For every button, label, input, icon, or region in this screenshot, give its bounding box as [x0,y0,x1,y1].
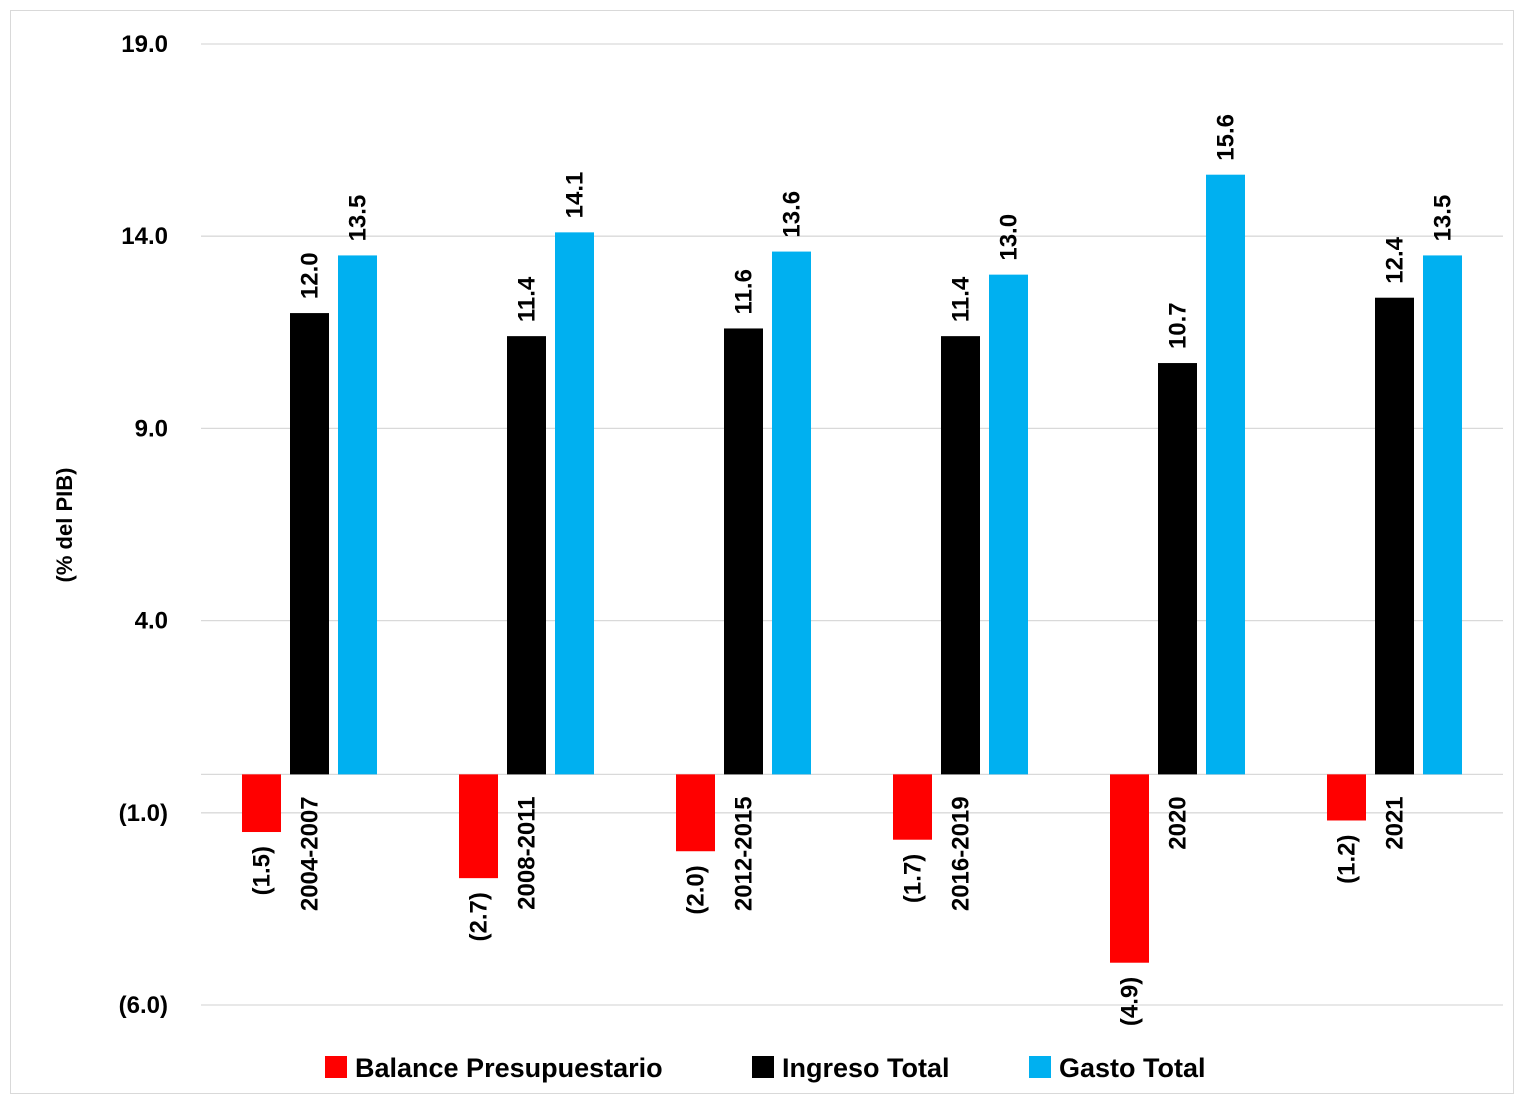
data-label: 11.4 [948,276,975,322]
legend-swatch [325,1056,347,1078]
data-label: 10.7 [1165,302,1192,349]
legend-label: Gasto Total [1059,1053,1206,1083]
data-label: 13.0 [996,214,1023,261]
data-label: 14.1 [562,172,589,219]
category-label: 2021 [1382,796,1409,849]
data-label: 13.5 [345,195,372,242]
gridlines [201,43,1503,1006]
bar [724,328,763,775]
bar [459,774,498,879]
bar [1375,297,1414,775]
bar [507,336,546,775]
category-label: 2004-2007 [297,796,324,911]
data-label: (2.0) [683,865,710,914]
data-label: (4.9) [1117,977,1144,1026]
data-label: 11.4 [514,276,541,322]
data-label: 11.6 [731,269,758,314]
y-axis-label: (% del PIB) [52,468,77,583]
data-label: (1.5) [249,846,276,895]
data-label: 13.6 [779,191,806,238]
category-label: 2008-2011 [514,796,541,909]
bar [1158,363,1197,775]
y-tick-label: (1.0) [119,800,168,827]
data-label: (2.7) [466,892,493,941]
y-tick-label: 9.0 [135,415,168,442]
y-tick-label: 14.0 [121,223,168,250]
data-label: (1.7) [900,854,927,903]
bar [1206,174,1245,775]
bar [290,313,329,775]
bar [989,274,1028,775]
bar [555,232,594,775]
bar [1327,774,1366,821]
bar [1110,774,1149,963]
legend-swatch [1029,1056,1051,1078]
bars [242,174,1462,963]
y-axis-ticks: 19.0 14.0 9.0 4.0 (1.0) (6.0) [119,31,168,1019]
data-label: 12.0 [297,252,324,299]
y-tick-label: 4.0 [135,608,168,635]
bar [941,336,980,775]
legend-swatch [752,1056,774,1078]
category-label: 2020 [1165,796,1192,849]
data-labels: (1.5) 12.0 13.5 2004-2007 (2.7) 11.4 14.1 2008-… [249,114,1457,1026]
data-label: 12.4 [1382,236,1409,283]
legend-label: Ingreso Total [782,1053,950,1083]
bar [1423,255,1462,775]
bar [893,774,932,840]
data-label: 13.5 [1430,195,1457,242]
data-label: (1.2) [1334,834,1361,883]
y-tick-label: 19.0 [121,31,168,58]
legend: Balance Presupuestario Ingreso Total Gasto… [325,1053,1206,1083]
bar [772,251,811,775]
y-tick-label: (6.0) [119,992,168,1019]
category-label: 2016-2019 [948,796,975,911]
category-label: 2012-2015 [731,796,758,911]
legend-label: Balance Presupuestario [355,1053,663,1083]
bar [338,255,377,775]
bar [676,774,715,852]
bar [242,774,281,833]
data-label: 15.6 [1213,114,1240,161]
